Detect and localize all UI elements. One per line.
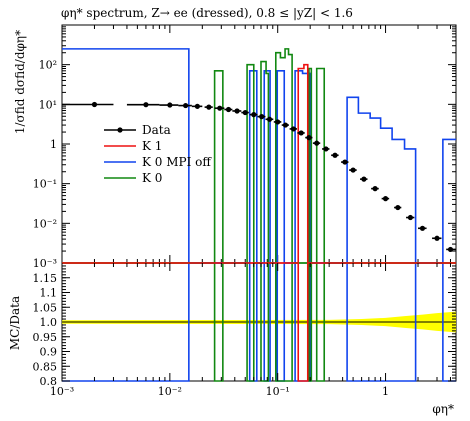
legend-marker-data xyxy=(117,127,123,133)
series-k-0-mpi-off-main xyxy=(62,48,456,264)
data-point xyxy=(372,186,378,192)
data-point xyxy=(206,104,212,110)
data-point xyxy=(217,105,223,111)
data-point xyxy=(183,102,189,109)
x-axis-label: φη* xyxy=(432,402,454,416)
main-panel: 10² 10¹ 1 10⁻¹ 10⁻² 10⁻³ Data K 1 K 0 MPI off K … xyxy=(33,24,457,270)
data-point xyxy=(314,140,320,146)
legend: Data K 1 K 0 MPI off K 0 xyxy=(104,123,212,185)
data-point xyxy=(323,146,329,152)
data-point xyxy=(419,225,426,231)
main-y-tick-label: 10⁻¹ xyxy=(33,178,57,191)
data-point xyxy=(194,103,200,109)
legend-label-k-0: K 0 xyxy=(142,171,162,185)
x-tick-label: 10⁻¹ xyxy=(266,385,290,398)
main-frame xyxy=(61,24,457,264)
data-point xyxy=(251,112,257,118)
ratio-y-tick-label: 1.0 xyxy=(40,316,58,329)
data-point xyxy=(167,102,173,108)
x-tick-label: 10⁻² xyxy=(158,385,182,398)
data-point xyxy=(225,106,232,113)
data-point xyxy=(91,101,98,108)
main-y-tick-label: 1 xyxy=(50,138,57,151)
data-point xyxy=(266,116,273,122)
data-point xyxy=(447,246,454,253)
series-k-0-main xyxy=(62,48,456,264)
legend-label-k-0-mpi-off: K 0 MPI off xyxy=(142,155,212,169)
ratio-y-tick-label: 1.1 xyxy=(40,287,58,300)
legend-label-k-1: K 1 xyxy=(142,139,162,153)
data-point xyxy=(434,235,440,241)
data-point xyxy=(382,196,389,202)
ratio-y-tick-label: 1.05 xyxy=(33,301,58,314)
main-y-tick-label: 10¹ xyxy=(39,98,57,111)
ratio-y-tick-label: 0.85 xyxy=(33,360,58,373)
data-point xyxy=(361,176,367,182)
data-point xyxy=(282,122,289,128)
x-axis: 10⁻³ 10⁻² 10⁻¹ 1 xyxy=(50,263,451,398)
ratio-uncertainty-band xyxy=(62,311,456,333)
ratio-y-axis: 0.8 0.850.9 0.95 1.0 1.051.1 1.15 xyxy=(33,265,456,388)
data-point xyxy=(143,102,149,108)
data-point xyxy=(407,214,414,221)
data-point xyxy=(275,119,281,125)
data-point xyxy=(350,167,356,173)
y-axis-label-main: 1/σfid dσfid/dφη* xyxy=(13,30,27,134)
data-point xyxy=(242,109,248,116)
main-y-axis: 10² 10¹ 1 10⁻¹ 10⁻² 10⁻³ xyxy=(33,26,456,270)
ratio-y-tick-label: 0.95 xyxy=(33,331,58,344)
ratio-y-tick-label: 0.8 xyxy=(40,375,58,388)
y-axis-label-ratio: MC/Data xyxy=(8,296,22,350)
ratio-y-tick-label: 1.15 xyxy=(33,272,58,285)
data-point xyxy=(290,126,297,132)
ratio-panel: 0.80.850.90.951.01.051.11.15 10⁻³ 10⁻² 10⁻… xyxy=(33,262,457,398)
data-point xyxy=(306,134,312,141)
chart-title: φη* spectrum, Z→ ee (dressed), 0.8 ≤ |yZ… xyxy=(61,6,353,20)
main-y-tick-label: 10² xyxy=(39,59,57,72)
data-point xyxy=(234,108,240,114)
x-tick-label: 10⁻³ xyxy=(50,385,74,398)
ratio-y-tick-label: 0.9 xyxy=(40,346,58,359)
main-series-layer xyxy=(62,48,456,264)
data-point xyxy=(342,159,348,165)
legend-label-data: Data xyxy=(142,123,171,137)
data-point xyxy=(395,204,401,211)
data-point xyxy=(332,152,338,158)
data-points-layer xyxy=(62,101,456,253)
x-tick-label: 1 xyxy=(382,385,389,398)
main-y-tick-label: 10⁻² xyxy=(33,217,57,230)
data-point xyxy=(259,114,265,120)
ratio-series-layer xyxy=(62,262,456,382)
main-y-tick-label: 10⁻³ xyxy=(33,257,57,270)
series-k-1-ratio xyxy=(62,262,456,382)
series-k-1-main xyxy=(62,63,456,264)
data-point xyxy=(298,130,304,136)
